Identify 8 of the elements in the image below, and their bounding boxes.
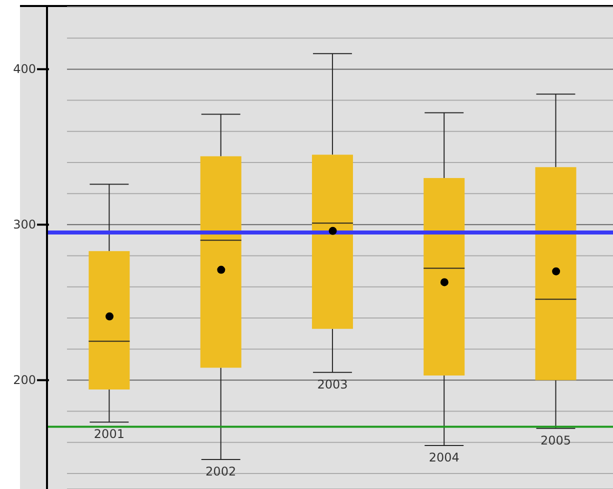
x-tick-label: 2005: [540, 433, 572, 448]
y-tick-label: 400: [13, 62, 36, 76]
y-tick-label: 200: [13, 373, 36, 388]
x-tick-label: 2002: [206, 464, 236, 478]
x-tick-label: 2004: [428, 450, 460, 464]
x-tick-label: 2001: [94, 427, 124, 442]
y-tick-label: 300: [13, 218, 36, 232]
x-tick-label: 2003: [317, 377, 348, 392]
